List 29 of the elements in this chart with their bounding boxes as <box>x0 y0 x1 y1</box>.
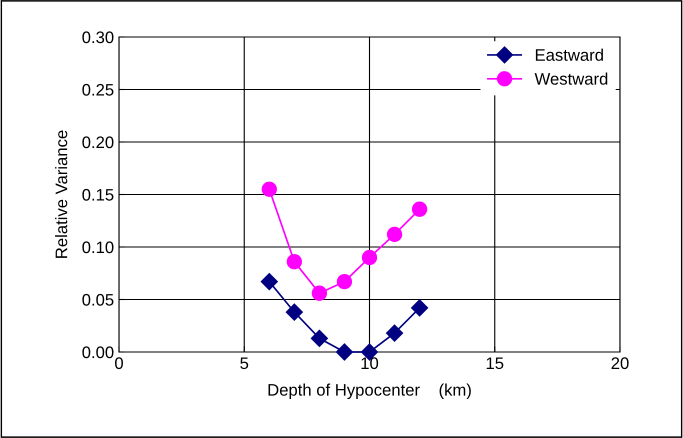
point <box>386 226 402 242</box>
x-tick-label: 0 <box>115 357 123 370</box>
point <box>336 274 352 290</box>
point <box>412 202 428 217</box>
point <box>262 182 277 197</box>
point <box>411 299 428 316</box>
point <box>260 273 278 290</box>
x-tick-label: 15 <box>486 357 504 370</box>
x-tick-label: 5 <box>240 357 248 370</box>
legend-label: Westward <box>534 72 608 85</box>
point <box>310 330 328 347</box>
point <box>336 343 353 361</box>
point <box>312 286 328 301</box>
y-tick-label: 0.25 <box>82 84 114 96</box>
y-tick-label: 0.30 <box>82 31 114 44</box>
x-tick-label: 10 <box>362 357 378 370</box>
point <box>386 324 404 342</box>
y-tick-label: 0.05 <box>82 294 114 306</box>
y-axis-title: Relative Variance <box>55 130 68 258</box>
legend-label: Eastward <box>536 48 603 61</box>
point <box>286 254 302 270</box>
y-tick-label: 0.00 <box>82 346 114 358</box>
point <box>286 304 303 321</box>
x-tick-label: 20 <box>612 357 629 370</box>
x-axis-title: Depth of Hypocenter (km) <box>268 384 471 400</box>
y-tick-label: 0.20 <box>82 136 114 148</box>
y-tick-label: 0.15 <box>82 188 114 201</box>
y-tick-label: 0.10 <box>82 241 114 254</box>
point <box>362 250 378 266</box>
